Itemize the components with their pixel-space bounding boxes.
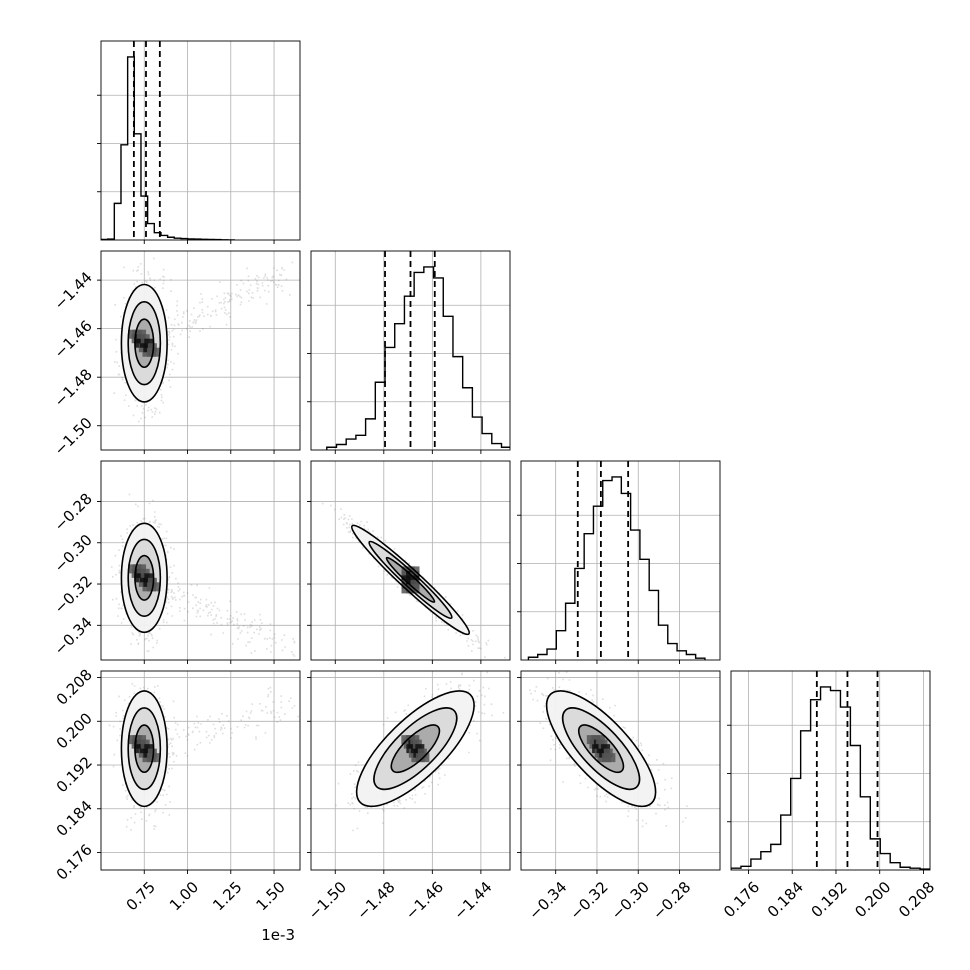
panel-frame — [310, 670, 511, 871]
density-core — [606, 753, 616, 763]
histogram-panel-2 — [311, 251, 510, 450]
contour-line — [127, 707, 162, 791]
contour-line — [350, 524, 471, 636]
panel-frame — [310, 250, 511, 451]
panel-frame — [310, 460, 511, 661]
histogram-step — [731, 686, 930, 870]
contour-line — [561, 707, 641, 791]
density-core — [420, 753, 430, 763]
y-tick-label: −1.44 — [51, 268, 96, 313]
x-tick-label: 0.75 — [123, 878, 159, 914]
histogram-panel-4 — [731, 671, 930, 870]
y-tick-label: −0.32 — [51, 572, 96, 617]
x-tick-label: 1.00 — [166, 878, 202, 914]
y-tick-label: −0.34 — [51, 613, 96, 658]
y-tick-label: −1.48 — [51, 365, 96, 410]
contour-line — [373, 707, 458, 791]
x-tick-label: −0.32 — [566, 878, 611, 923]
histogram-panel-1 — [101, 41, 300, 240]
y-tick-label: 0.200 — [53, 709, 96, 752]
histogram-step — [101, 56, 235, 240]
y-tick-label: −1.50 — [51, 414, 96, 459]
x-tick-label: 1.25 — [209, 878, 245, 914]
panel-frame — [520, 670, 721, 871]
y-tick-label: −1.46 — [51, 317, 96, 362]
y-tick-label: 0.192 — [53, 753, 96, 796]
contour-line — [368, 540, 453, 620]
x-tick-label: 0.184 — [764, 878, 807, 921]
panel-frame — [100, 460, 301, 661]
histogram-step — [527, 476, 706, 660]
scatter-panel-1-4 — [101, 671, 300, 870]
contour-line — [127, 301, 162, 386]
density-core — [151, 347, 161, 357]
panel-frame — [520, 460, 721, 661]
contour-line — [134, 318, 155, 369]
x-tick-label: 1.50 — [252, 878, 288, 914]
x-tick-label: 0.192 — [808, 878, 851, 921]
x-tick-label: −0.34 — [525, 878, 570, 923]
scatter-panel-2-3 — [311, 461, 510, 660]
contour-line — [545, 690, 657, 808]
contour-line — [578, 724, 625, 774]
density-core — [151, 582, 161, 592]
contour-line — [355, 690, 475, 808]
y-tick-label: −0.30 — [51, 531, 96, 576]
x-tick-label: 0.200 — [851, 878, 894, 921]
contour-line — [120, 522, 168, 634]
contour-line — [390, 724, 441, 774]
contour-line — [134, 724, 155, 774]
histogram-step — [326, 266, 510, 450]
contour-line — [120, 283, 168, 403]
panel-frame — [100, 250, 301, 451]
x-tick-label: −0.28 — [649, 878, 694, 923]
contour-line — [385, 556, 436, 603]
x-tick-label: −1.50 — [305, 878, 350, 923]
contour-line — [127, 538, 162, 618]
panel-frame — [730, 670, 931, 871]
histogram-panel-3 — [521, 461, 720, 660]
density-core — [151, 753, 161, 763]
scatter-panel-3-4 — [521, 671, 720, 870]
panel-frame — [100, 670, 301, 871]
contour-line — [134, 554, 155, 601]
x-tick-label: −1.48 — [353, 878, 398, 923]
scatter-panel-2-4 — [311, 671, 510, 870]
contour-line — [120, 690, 168, 808]
y-tick-label: 0.176 — [53, 841, 96, 884]
panel-frame — [100, 40, 301, 241]
x-tick-label: −0.30 — [608, 878, 653, 923]
y-tick-label: 0.184 — [53, 797, 96, 840]
x-tick-label: 0.176 — [720, 878, 763, 921]
x-axis-offset-label: 1e-3 — [261, 926, 295, 944]
scatter-panel-1-3 — [101, 461, 300, 660]
scatter-panel-1-2 — [101, 251, 300, 450]
x-tick-label: 0.208 — [895, 878, 938, 921]
x-tick-label: −1.44 — [450, 878, 495, 923]
y-tick-label: 0.208 — [53, 666, 96, 709]
x-tick-label: −1.46 — [402, 878, 447, 923]
y-tick-label: −0.28 — [51, 490, 96, 535]
